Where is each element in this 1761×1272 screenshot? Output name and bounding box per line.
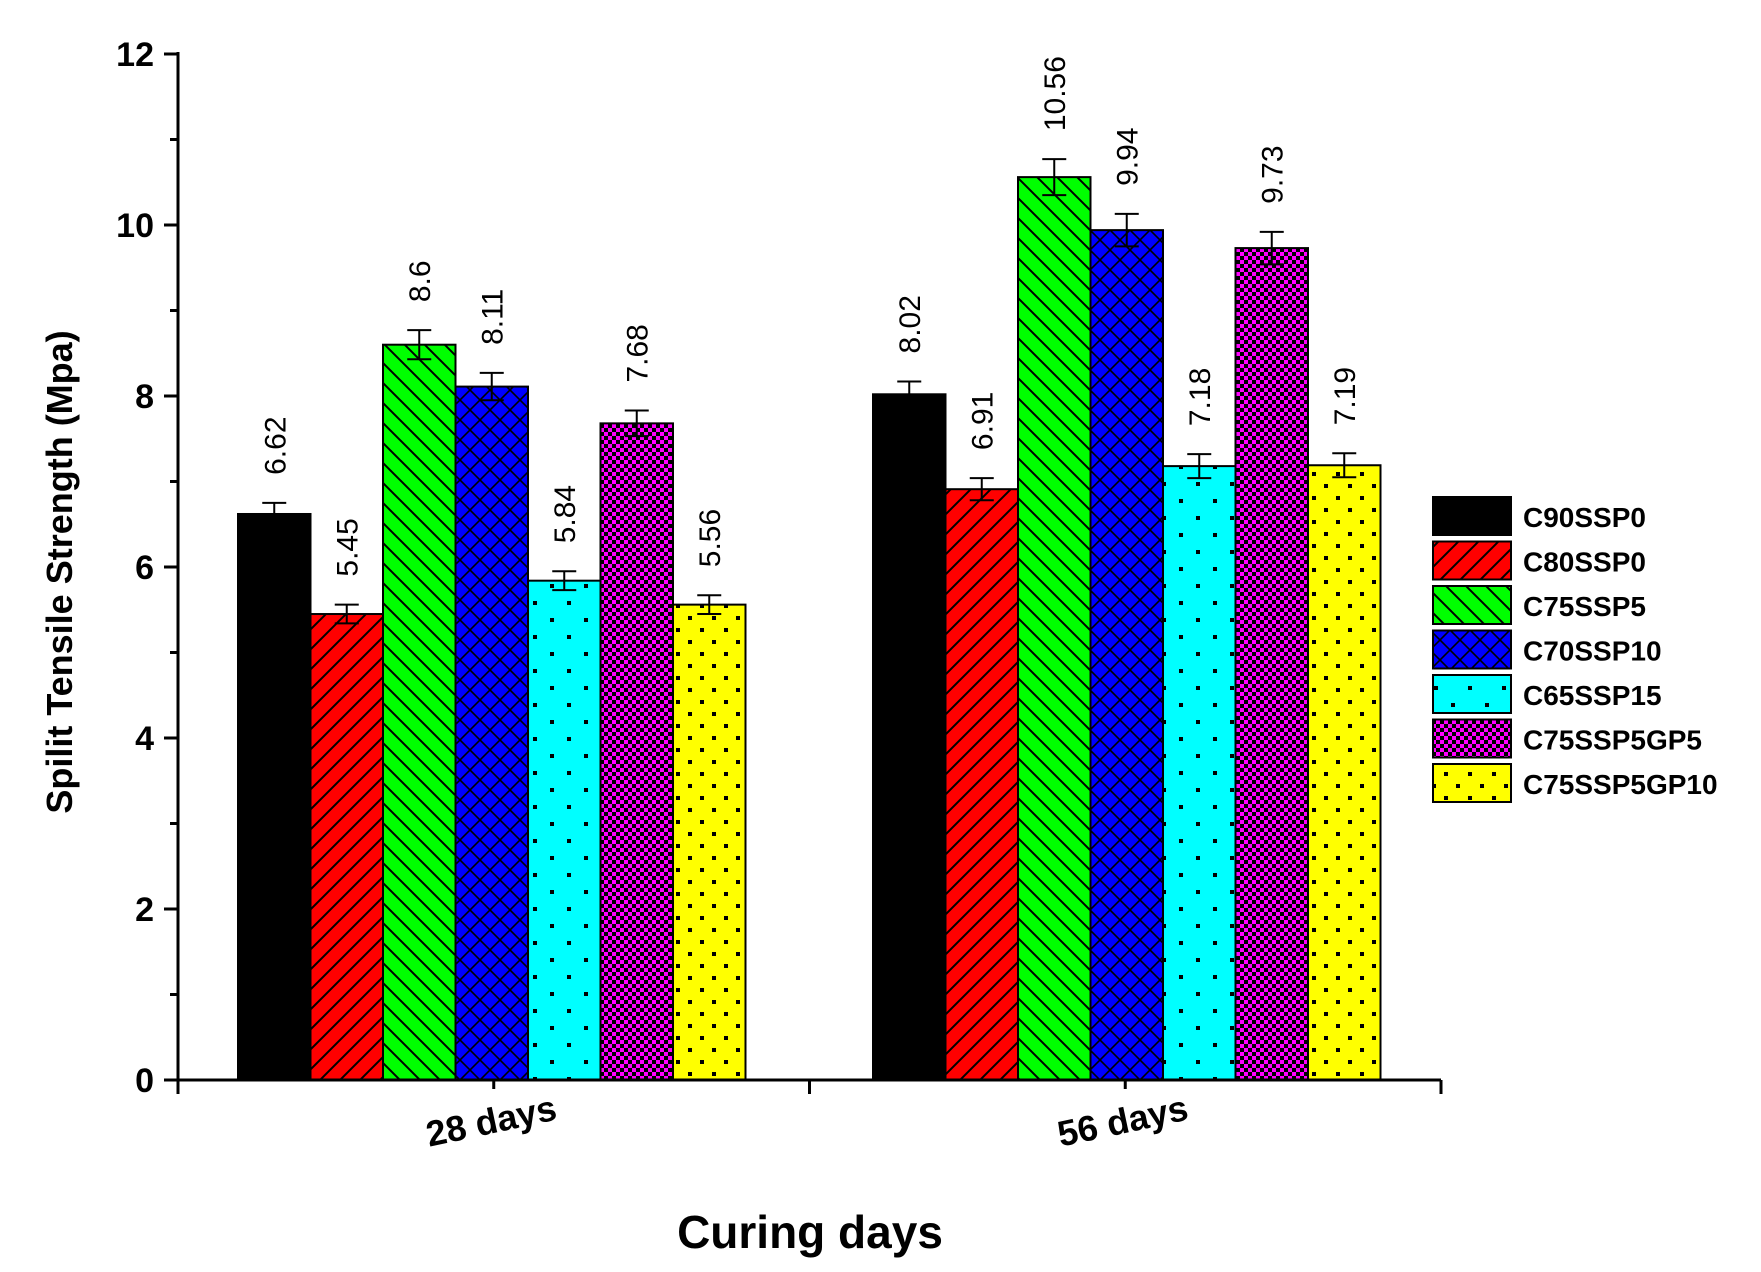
error-bar-C75SSP5GP10-1 <box>1332 452 1357 479</box>
legend-label: C75SSP5GP5 <box>1523 725 1702 756</box>
legend-swatch <box>1432 629 1512 670</box>
legend-entry-C75SSP5GP5: C75SSP5GP5 <box>1432 718 1702 759</box>
y-tick-label: 4 <box>135 720 154 758</box>
error-bar-C65SSP15-1 <box>1187 453 1212 480</box>
bar-C75SSP5GP10-0 <box>673 604 746 1080</box>
legend-swatch <box>1432 718 1512 759</box>
bar-C70SSP10-1 <box>1090 230 1163 1080</box>
legend-label: C70SSP10 <box>1523 636 1662 667</box>
legend-label: C90SSP0 <box>1523 502 1646 533</box>
data-label-C80SSP0-1: 6.91 <box>967 392 1000 450</box>
legend-label: C75SSP5GP10 <box>1523 769 1718 800</box>
data-label-C65SSP15-0: 5.84 <box>549 485 582 543</box>
error-bar-C75SSP5GP5-0 <box>624 409 649 438</box>
bar-C70SSP10-0 <box>455 386 528 1081</box>
data-label-C75SSP5-1: 10.56 <box>1039 56 1072 131</box>
legend-label: C80SSP0 <box>1523 547 1646 578</box>
error-bar-C80SSP0-1 <box>969 477 994 502</box>
legend-swatch <box>1432 496 1512 536</box>
error-bar-C75SSP5GP10-0 <box>697 594 722 616</box>
bar-C65SSP15-1 <box>1163 466 1236 1080</box>
legend-label: C65SSP15 <box>1523 680 1662 711</box>
bar-C75SSP5GP10-1 <box>1308 465 1381 1080</box>
error-bar-C70SSP10-0 <box>479 371 504 402</box>
error-bar-C75SSP5-1 <box>1042 158 1067 197</box>
legend-entry-C75SSP5GP10: C75SSP5GP10 <box>1432 763 1718 803</box>
x-tick-label: 28 days <box>422 1087 560 1155</box>
data-label-C75SSP5GP5-1: 9.73 <box>1257 145 1290 203</box>
data-label-C65SSP15-1: 7.18 <box>1184 368 1217 426</box>
error-bar-C65SSP15-0 <box>552 570 577 592</box>
legend-swatch <box>1432 763 1512 803</box>
bar-C75SSP5-0 <box>383 344 456 1080</box>
data-label-C75SSP5-0: 8.6 <box>404 260 437 302</box>
error-bar-C80SSP0-0 <box>334 603 359 625</box>
data-label-C75SSP5GP5-0: 7.68 <box>622 324 655 382</box>
bar-C75SSP5GP5-1 <box>1235 248 1308 1080</box>
data-label-C90SSP0-0: 6.62 <box>259 416 292 474</box>
legend-entry-C70SSP10: C70SSP10 <box>1432 629 1662 670</box>
legend-swatch <box>1432 585 1512 625</box>
y-tick-label: 6 <box>135 549 154 587</box>
error-bar-C75SSP5-0 <box>407 329 432 361</box>
y-tick-label: 0 <box>135 1062 154 1100</box>
bar-C80SSP0-0 <box>310 614 383 1080</box>
data-label-C75SSP5GP10-1: 7.19 <box>1329 367 1362 425</box>
legend: C90SSP0 C80SSP0 C75SSP5 C70SSP10 C65SSP15 C75… <box>1432 496 1718 803</box>
legend-label: C75SSP5 <box>1523 591 1646 622</box>
data-label-C90SSP0-1: 8.02 <box>894 295 927 353</box>
bar-C65SSP15-0 <box>528 580 601 1080</box>
legend-entry-C90SSP0: C90SSP0 <box>1432 496 1646 536</box>
bar-C80SSP0-1 <box>945 489 1018 1080</box>
bar-C90SSP0-0 <box>238 513 311 1080</box>
error-bar-C90SSP0-0 <box>262 501 287 527</box>
error-bar-C90SSP0-1 <box>897 380 922 409</box>
data-label-C80SSP0-0: 5.45 <box>332 518 365 576</box>
error-bar-C70SSP10-1 <box>1114 212 1139 248</box>
x-axis-title: Curing days <box>677 1206 943 1258</box>
y-tick-label: 12 <box>116 36 154 74</box>
data-label-C75SSP5GP10-0: 5.56 <box>694 509 727 567</box>
error-bar-C75SSP5GP5-1 <box>1259 230 1284 266</box>
legend-entry-C80SSP0: C80SSP0 <box>1432 540 1646 581</box>
x-tick-label: 56 days <box>1054 1087 1192 1155</box>
bar-C75SSP5GP5-0 <box>600 423 673 1080</box>
y-tick-label: 10 <box>116 207 154 245</box>
y-axis-title: Spilit Tensile Strength (Mpa) <box>39 330 80 813</box>
bar-C75SSP5-1 <box>1018 177 1091 1080</box>
legend-swatch <box>1432 674 1512 714</box>
y-tick-label: 2 <box>135 891 154 929</box>
data-label-C70SSP10-1: 9.94 <box>1112 127 1145 185</box>
y-tick-label: 8 <box>135 378 154 416</box>
plot-area: 6.62 5.45 8.6 8.11 5.84 7.68 5.56 8.02 6.91 10.56… <box>237 56 1382 1082</box>
data-label-C70SSP10-0: 8.11 <box>477 289 510 345</box>
legend-entry-C75SSP5: C75SSP5 <box>1432 585 1646 625</box>
legend-entry-C65SSP15: C65SSP15 <box>1432 674 1662 714</box>
bar-C90SSP0-1 <box>873 394 946 1080</box>
legend-swatch <box>1432 540 1512 581</box>
